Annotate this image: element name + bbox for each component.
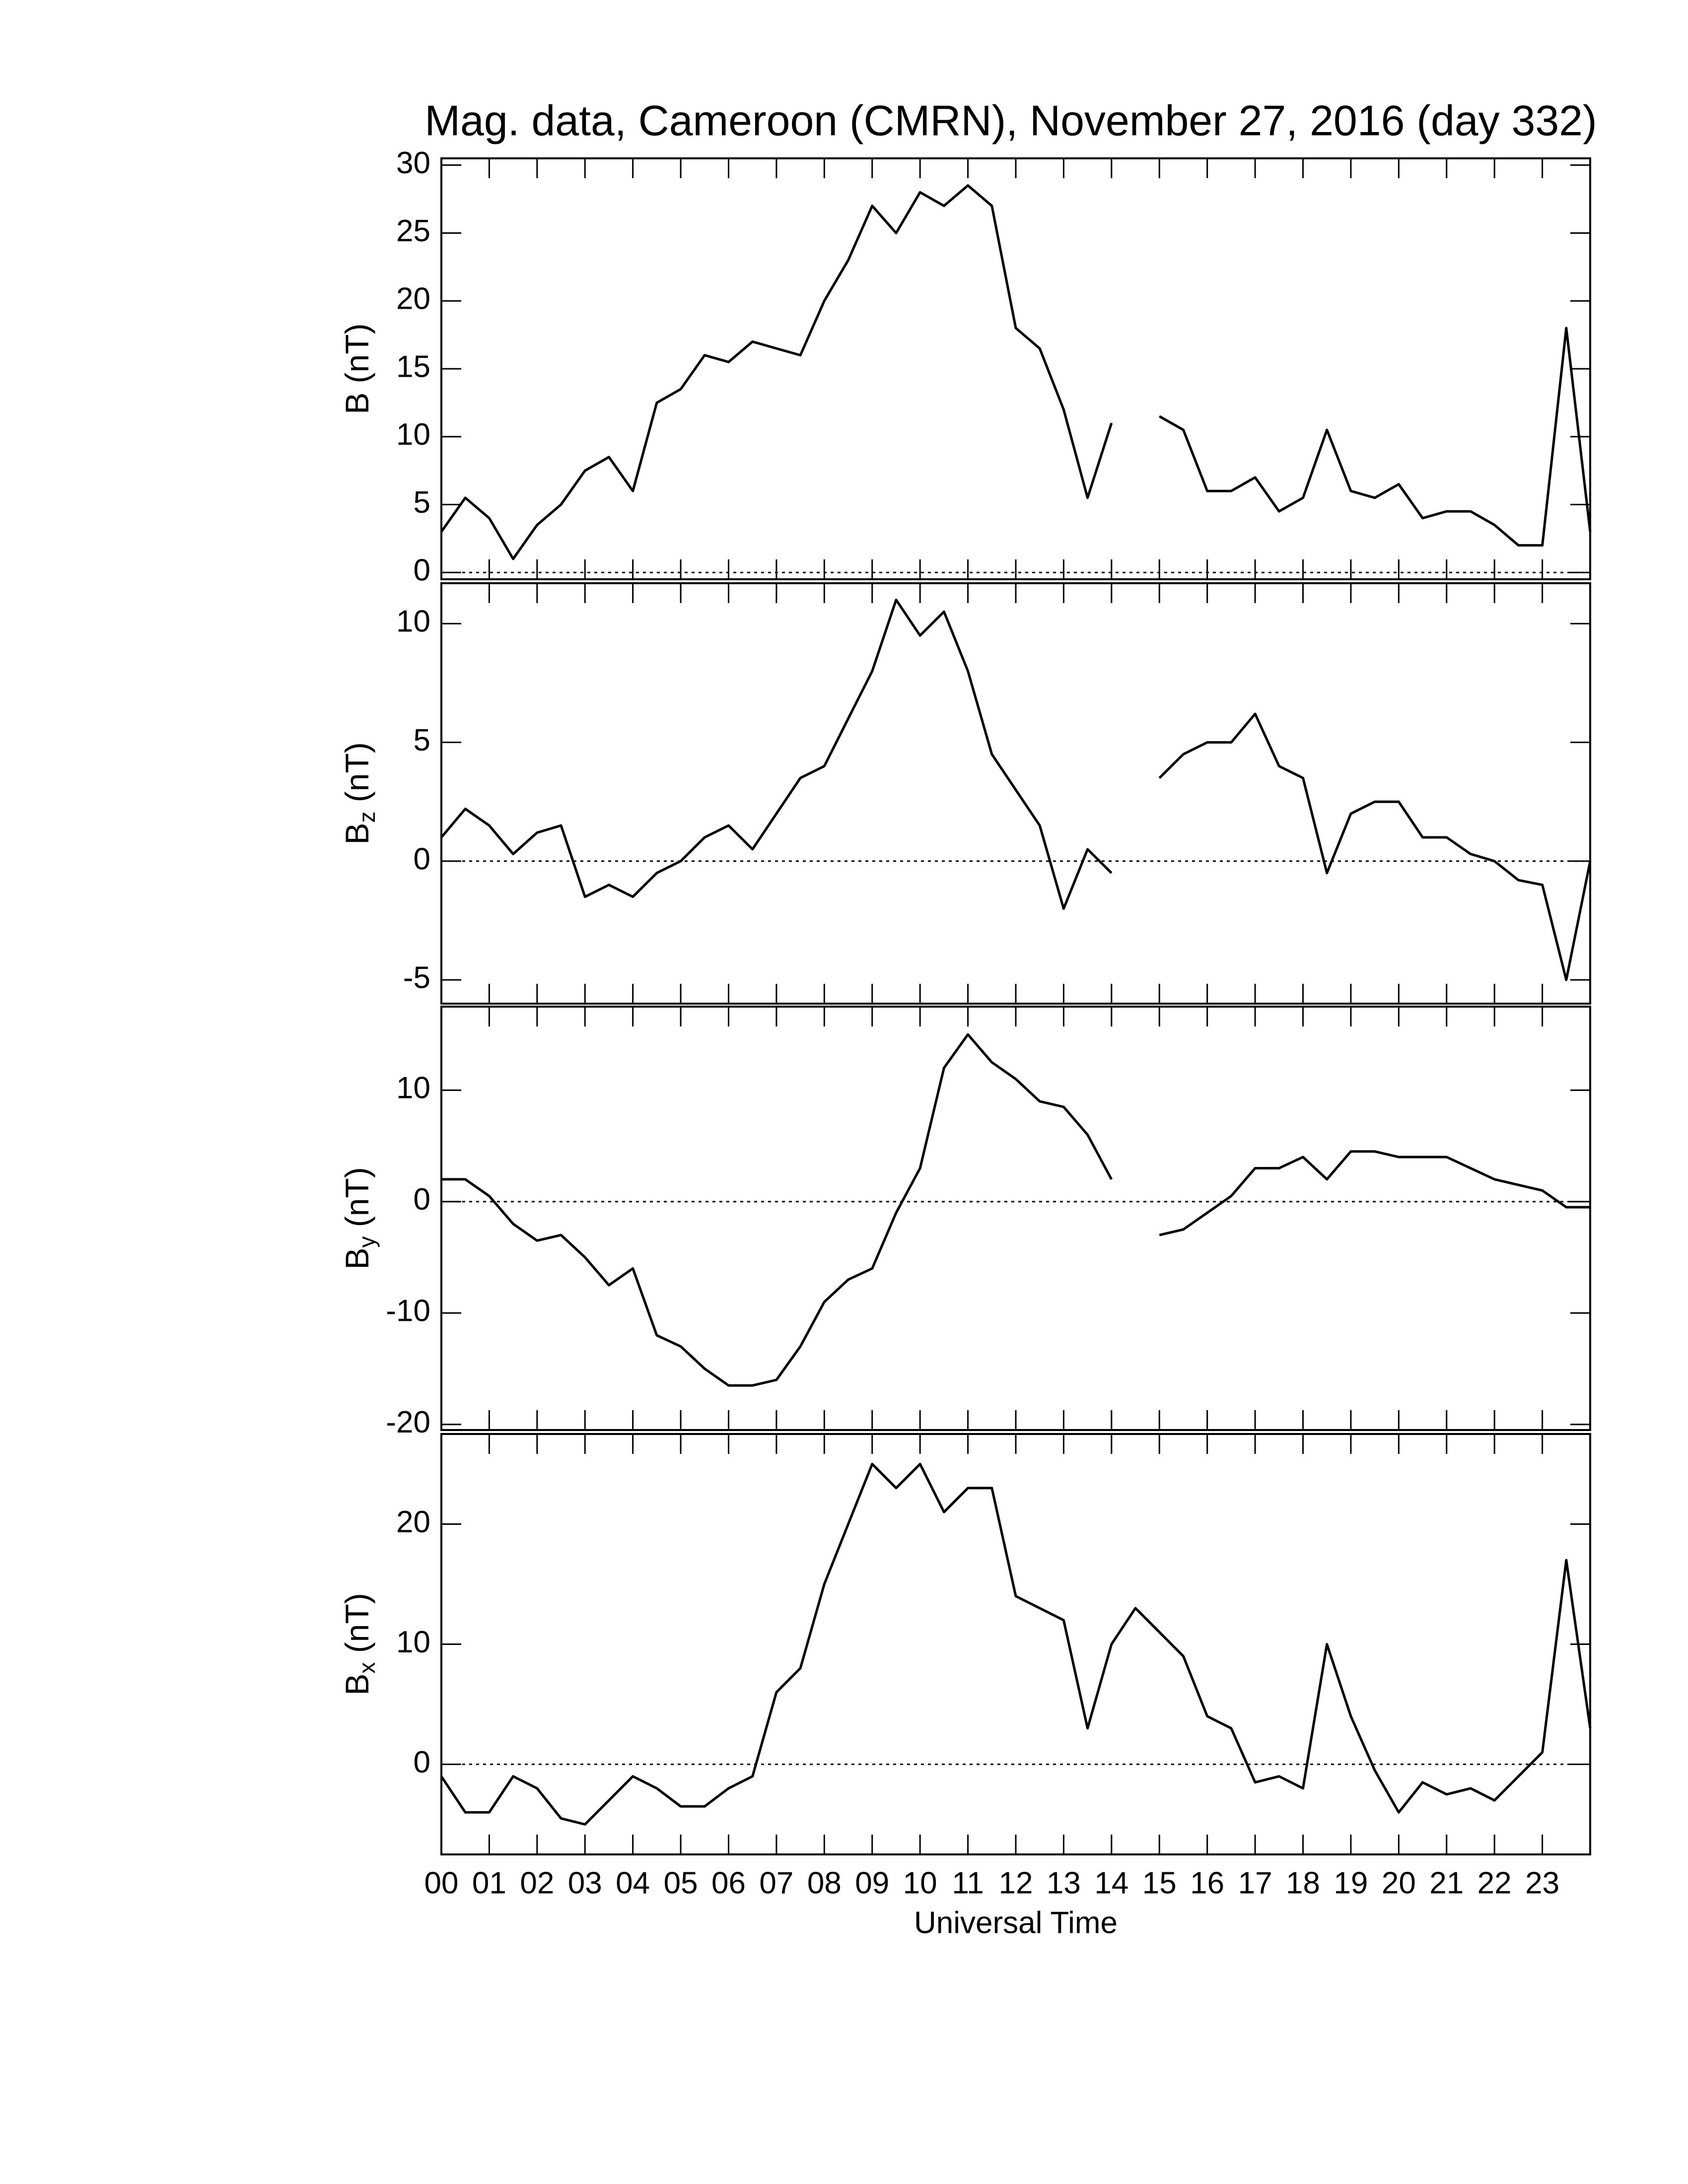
x-tick-label: 02: [520, 1866, 554, 1900]
y-tick-label: -20: [386, 1405, 430, 1439]
x-tick-label: 20: [1382, 1866, 1416, 1900]
x-tick-label: 21: [1429, 1866, 1464, 1900]
x-tick-label: 16: [1190, 1866, 1224, 1900]
data-line: [441, 1033, 1590, 1387]
y-label-sub: x: [354, 1662, 380, 1674]
y-label-text: B: [339, 1248, 375, 1270]
x-tick-label: 23: [1525, 1866, 1559, 1900]
y-label-sub: y: [354, 1236, 380, 1248]
x-tick-label: 14: [1094, 1866, 1128, 1900]
x-tick-label: 15: [1142, 1866, 1177, 1900]
x-tick-label: 12: [999, 1866, 1033, 1900]
y-tick-label: 15: [396, 349, 430, 384]
x-tick-label: 19: [1334, 1866, 1368, 1900]
data-line: [440, 599, 1592, 981]
x-tick-label: 11: [952, 1866, 984, 1900]
x-tick-label: 13: [1047, 1866, 1081, 1900]
y-tick-label: 30: [396, 146, 430, 180]
x-tick-label: 05: [664, 1866, 698, 1900]
y-tick-label: 10: [396, 417, 430, 452]
y-tick-label: 0: [414, 553, 430, 588]
x-tick-label: 17: [1238, 1866, 1272, 1900]
y-tick-label: -10: [386, 1294, 430, 1328]
y-tick-label: 20: [396, 1505, 430, 1539]
y-axis-label: Bz (nT): [339, 742, 380, 844]
data-line: [440, 184, 1592, 560]
y-axis-label: B (nT): [339, 323, 375, 414]
y-tick-label: 20: [396, 282, 430, 316]
x-tick-label: 00: [424, 1866, 459, 1900]
plot-frame: [440, 1006, 1591, 1431]
y-label-unit: (nT): [339, 1167, 375, 1236]
y-tick-label: 10: [396, 1625, 430, 1659]
plot-frame: [440, 582, 1591, 1005]
y-tick-label: 10: [396, 1071, 430, 1105]
x-tick-label: 08: [807, 1866, 842, 1900]
y-label-sub: z: [354, 812, 380, 823]
y-tick-label: 5: [414, 485, 430, 520]
y-tick-label: 0: [414, 1182, 430, 1217]
x-tick-label: 18: [1286, 1866, 1320, 1900]
x-tick-label: 03: [568, 1866, 602, 1900]
x-tick-label: 09: [855, 1866, 889, 1900]
y-tick-label: 0: [414, 842, 430, 876]
y-label-unit: (nT): [339, 1593, 375, 1662]
y-tick-label: 5: [414, 723, 430, 757]
x-axis-label: Universal Time: [914, 1906, 1118, 1940]
y-tick-label: 0: [414, 1745, 430, 1779]
y-label-text: B: [339, 1674, 375, 1696]
y-axis-label: By (nT): [339, 1167, 380, 1269]
x-tick-label: 04: [616, 1866, 650, 1900]
y-tick-label: 25: [396, 214, 430, 248]
x-tick-label: 07: [759, 1866, 793, 1900]
plot-frame: [440, 1433, 1591, 1855]
x-tick-label: 10: [903, 1866, 937, 1900]
plot-frame: [440, 157, 1591, 580]
y-axis-label: Bx (nT): [339, 1593, 380, 1695]
y-label-unit: (nT): [339, 742, 375, 811]
y-label-text: B (nT): [339, 323, 375, 414]
x-tick-label: 01: [472, 1866, 506, 1900]
x-tick-label: 22: [1477, 1866, 1512, 1900]
x-tick-label: 06: [711, 1866, 746, 1900]
y-tick-label: 10: [396, 605, 430, 639]
y-label-text: B: [339, 823, 375, 845]
data-line: [440, 1463, 1592, 1826]
y-tick-label: -5: [403, 961, 430, 995]
chart-title: Mag. data, Cameroon (CMRN), November 27,…: [424, 97, 1597, 145]
